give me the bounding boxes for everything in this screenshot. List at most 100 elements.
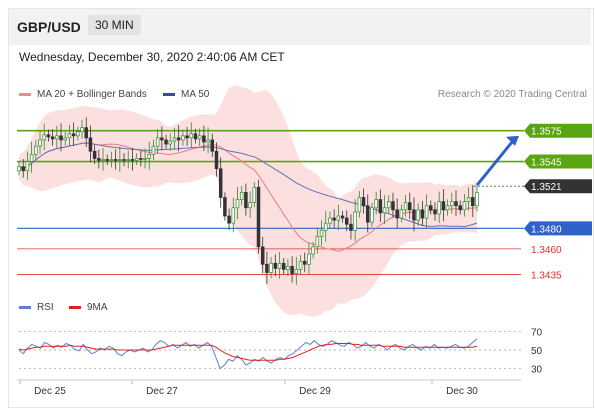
candle-body: [197, 135, 202, 140]
candle: [441, 189, 446, 222]
candle-body: [92, 150, 97, 159]
candle: [55, 125, 59, 148]
candle-body: [357, 197, 362, 213]
candle: [67, 124, 72, 146]
candle: [399, 204, 404, 223]
candle: [92, 144, 97, 165]
candle-body: [63, 137, 67, 141]
candle-body: [55, 135, 59, 140]
rsi-tick-label: 30: [531, 365, 543, 376]
candle: [185, 126, 189, 146]
candle: [273, 254, 278, 277]
candle-body: [441, 201, 446, 211]
candle: [122, 153, 126, 167]
candle: [97, 149, 101, 169]
candle: [260, 236, 265, 274]
projection-arrow-shaft: [475, 139, 515, 187]
candle: [433, 202, 437, 221]
rsi-line: [18, 338, 478, 370]
candle: [189, 122, 194, 149]
candle-body: [269, 262, 273, 273]
rsi-tick-label: 70: [531, 327, 543, 338]
legend-ma20-label: MA 20 + Bollinger Bands: [37, 89, 147, 100]
candle: [429, 200, 433, 215]
candle-body: [349, 223, 353, 231]
candle: [134, 153, 139, 166]
candle: [328, 211, 332, 229]
legend-ma50: MA 50: [163, 89, 209, 100]
legend-rsi: RSI: [19, 302, 54, 313]
candle-body: [17, 166, 21, 172]
candle-body: [25, 161, 30, 172]
candle-body: [185, 135, 189, 139]
candle-body: [181, 135, 185, 141]
candle-body: [437, 201, 441, 215]
candle-body: [336, 215, 341, 221]
candle: [315, 228, 320, 254]
candle: [471, 184, 475, 218]
candle-body: [374, 199, 378, 209]
candle: [143, 148, 147, 169]
candle: [139, 150, 143, 167]
candle: [361, 188, 366, 214]
candle: [63, 131, 67, 146]
candle-body: [366, 205, 370, 223]
candle-body: [46, 134, 51, 138]
x-axis-layer: Dec 25 Dec 27 Dec 29 Dec 30: [17, 379, 521, 397]
level-label-5: 1.3435: [531, 271, 562, 282]
candle: [256, 179, 261, 254]
candle-body: [214, 150, 219, 170]
candle: [109, 151, 114, 168]
candle: [118, 146, 122, 172]
candle-body: [323, 222, 328, 231]
candle-body: [412, 209, 416, 221]
candle: [332, 209, 336, 229]
candle-body: [126, 159, 130, 161]
candle-body: [34, 145, 38, 155]
candle: [445, 199, 450, 216]
legend-ma50-label: MA 50: [181, 89, 210, 100]
candle-body: [38, 139, 42, 147]
candle-body: [256, 186, 261, 248]
candle: [210, 133, 215, 157]
candle-body: [218, 168, 223, 198]
level-tag-2: [524, 179, 592, 194]
candle-body: [244, 192, 248, 209]
level-tag-3: [524, 221, 592, 236]
candle-body: [391, 201, 395, 211]
projection-arrow-head: [506, 135, 519, 146]
candle-body: [21, 166, 25, 172]
candle-body: [378, 199, 383, 214]
level-tag-0: [524, 123, 592, 138]
level-label-0: 1.3575: [531, 127, 562, 138]
candle: [416, 203, 420, 226]
projection-layer: [475, 135, 519, 187]
bollinger-band-layer: [19, 85, 477, 317]
level-lines-layer: [17, 129, 524, 275]
ma50-swatch: [163, 93, 175, 96]
level-tag-1: [524, 154, 592, 169]
candle: [147, 141, 152, 170]
credit-text: Research © 2020 Trading Central: [437, 89, 587, 100]
candle-body: [223, 197, 227, 217]
candle-body: [206, 139, 210, 143]
candle: [424, 194, 429, 229]
candle-body: [252, 186, 257, 203]
timeframe-badge[interactable]: 30 MIN: [88, 15, 141, 35]
candle-body: [450, 201, 454, 207]
candle-body: [143, 158, 147, 160]
candle-body: [353, 211, 357, 231]
candle: [290, 256, 294, 283]
candle: [29, 141, 34, 173]
candle: [340, 210, 345, 223]
candle-body: [281, 262, 286, 270]
candle-body: [277, 262, 282, 269]
candle-body: [155, 137, 160, 147]
candle-body: [433, 209, 437, 215]
candle-body: [193, 133, 198, 140]
candle-body: [118, 159, 122, 161]
candle-body: [475, 192, 479, 207]
candle: [42, 123, 46, 151]
candle: [298, 254, 303, 276]
candle-body: [160, 137, 164, 141]
